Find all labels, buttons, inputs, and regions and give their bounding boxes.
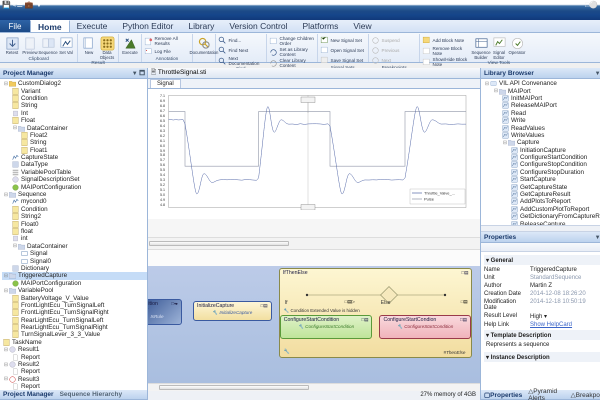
svg-text:Throttle_Valve_...: Throttle_Valve_... <box>424 191 455 196</box>
svg-text:Pulse: Pulse <box>424 197 435 202</box>
